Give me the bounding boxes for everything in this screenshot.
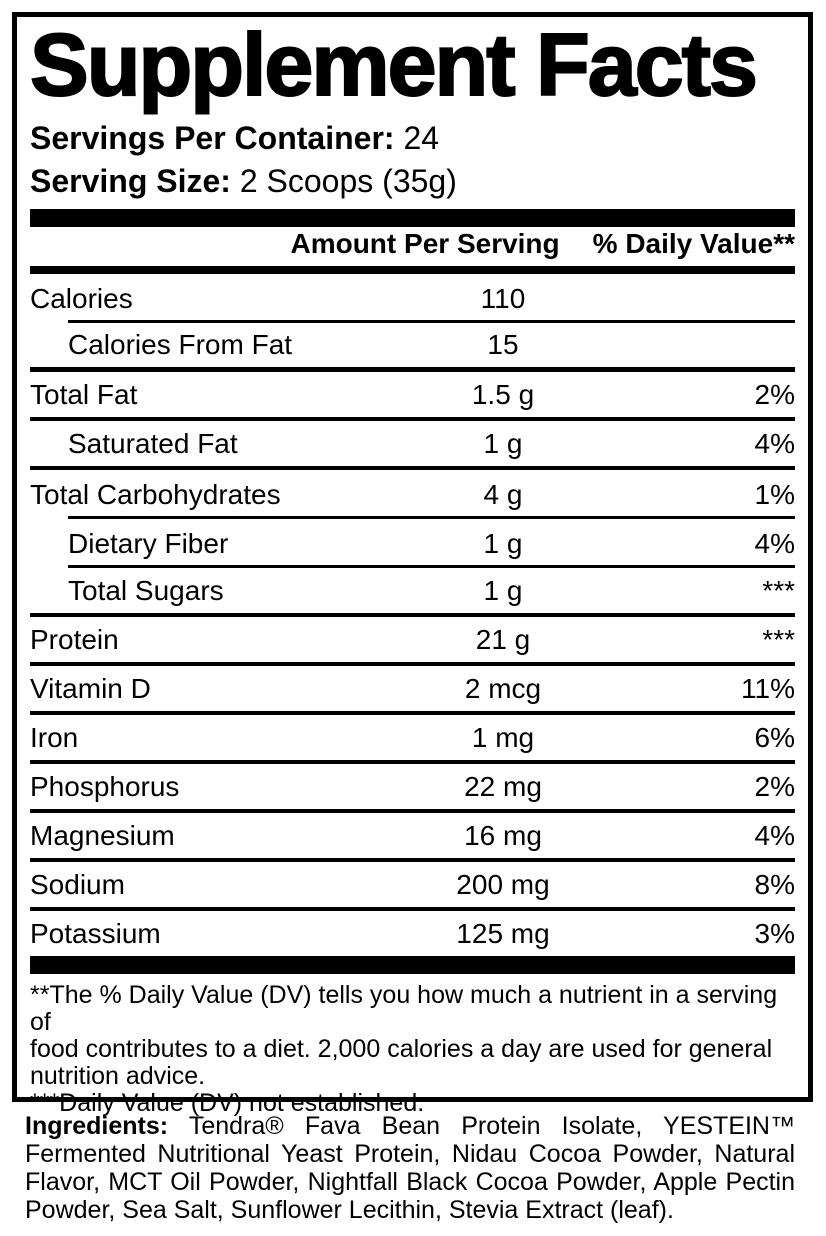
- nutrient-name: Total Sugars: [68, 574, 224, 606]
- nutrient-amount: 1 g: [483, 574, 523, 606]
- table-row-saturated-fat: Saturated Fat 1 g 4%: [30, 421, 795, 471]
- nutrient-dv: 11%: [741, 672, 795, 704]
- nutrient-dv: 4%: [754, 819, 795, 851]
- nutrient-amount: 21 g: [475, 623, 531, 655]
- nutrient-amount: 125 mg: [456, 917, 550, 949]
- nutrient-dv: ***: [762, 574, 795, 606]
- servings-per-container-label: Servings Per Container:: [30, 120, 395, 157]
- ingredients-label: Ingredients:: [25, 1112, 169, 1140]
- nutrient-amount: 1.5 g: [471, 378, 535, 410]
- serving-size-label: Serving Size:: [30, 163, 231, 200]
- servings-per-container: Servings Per Container: 24: [30, 117, 795, 160]
- nutrient-name: Total Carbohydrates: [30, 478, 281, 510]
- table-row-calories: Calories 110: [30, 274, 795, 324]
- nutrient-amount: 200 mg: [456, 868, 550, 900]
- nutrient-name: Calories: [30, 282, 133, 314]
- table-row-dietary-fiber: Dietary Fiber 1 g 4%: [30, 519, 795, 569]
- nutrient-dv: 3%: [754, 917, 795, 949]
- servings-per-container-value: 24: [394, 120, 440, 157]
- table-row-total-sugars: Total Sugars 1 g ***: [30, 568, 795, 618]
- nutrient-name: Vitamin D: [30, 672, 151, 704]
- supplement-facts-panel: Supplement Facts Servings Per Container:…: [12, 12, 813, 1117]
- table-row-iron: Iron 1 mg 6%: [30, 715, 795, 765]
- nutrient-dv: 8%: [754, 868, 795, 900]
- table-row-potassium: Potassium 125 mg 3%: [30, 911, 795, 956]
- nutrient-name: Total Fat: [30, 378, 138, 410]
- table-row-phosphorus: Phosphorus 22 mg 2%: [30, 764, 795, 814]
- nutrient-amount: 16 mg: [464, 819, 542, 851]
- ingredients-line: Flavor, MCT Oil Powder, Nightfall Black …: [25, 1168, 795, 1196]
- divider-bar-top: [30, 209, 795, 228]
- table-header-row: Amount Per Serving % Daily Value**: [30, 227, 795, 275]
- nutrient-dv: 2%: [754, 378, 795, 410]
- nutrient-dv: 2%: [754, 770, 795, 802]
- nutrient-name: Potassium: [30, 917, 161, 949]
- footnote-line: food contributes to a diet. 2,000 calori…: [30, 1035, 773, 1064]
- nutrient-dv: 4%: [754, 427, 795, 459]
- ingredients-line: Powder, Sea Salt, Sunflower Lecithin, St…: [25, 1196, 674, 1224]
- nutrient-amount: 1 g: [483, 427, 523, 459]
- daily-value-footnote: **The % Daily Value (DV) tells you how m…: [30, 982, 795, 1117]
- table-row-calories-from-fat: Calories From Fat 15: [30, 323, 795, 373]
- nutrient-dv: 6%: [754, 721, 795, 753]
- footnote-line: nutrition advice.: [30, 1062, 206, 1091]
- nutrient-dv: 1%: [754, 478, 795, 510]
- ingredients-line: Ingredients: Tendra® Fava Bean Protein I…: [25, 1112, 795, 1140]
- nutrient-name: Calories From Fat: [68, 329, 293, 361]
- ingredients-line: Fermented Nutritional Yeast Protein, Nid…: [25, 1140, 795, 1168]
- table-row-magnesium: Magnesium 16 mg 4%: [30, 813, 795, 863]
- table-row-total-fat: Total Fat 1.5 g 2%: [30, 372, 795, 422]
- nutrient-amount: 1 mg: [471, 721, 535, 753]
- nutrient-dv: ***: [762, 623, 795, 655]
- nutrient-dv: 4%: [754, 527, 795, 559]
- nutrient-amount: 110: [480, 282, 526, 314]
- serving-size-value: 2 Scoops (35g): [230, 163, 457, 200]
- nutrient-name: Dietary Fiber: [68, 527, 229, 559]
- nutrient-name: Iron: [30, 721, 79, 753]
- nutrient-name: Protein: [30, 623, 119, 655]
- nutrient-amount: 1 g: [483, 527, 523, 559]
- ingredients-text: Tendra® Fava Bean Protein Isolate, YESTE…: [168, 1112, 795, 1140]
- nutrient-name: Phosphorus: [30, 770, 180, 802]
- nutrient-amount: 22 mg: [464, 770, 542, 802]
- nutrient-name: Sodium: [30, 868, 125, 900]
- divider-bar-bottom: [30, 956, 795, 975]
- table-row-sodium: Sodium 200 mg 8%: [30, 862, 795, 912]
- nutrient-amount: 15: [487, 329, 519, 361]
- footnote-line: **The % Daily Value (DV) tells you how m…: [30, 981, 778, 1037]
- nutrient-name: Magnesium: [30, 819, 175, 851]
- nutrient-amount: 4 g: [483, 478, 523, 510]
- nutrient-amount: 2 mcg: [464, 672, 542, 704]
- amount-per-serving-header: Amount Per Serving: [290, 228, 560, 260]
- table-row-vitamin-d: Vitamin D 2 mcg 11%: [30, 666, 795, 716]
- table-row-total-carbohydrates: Total Carbohydrates 4 g 1%: [30, 470, 795, 520]
- nutrient-name: Saturated Fat: [68, 427, 238, 459]
- footnote-line: ***Daily Value (DV) not established.: [30, 1089, 425, 1118]
- panel-title: Supplement Facts: [29, 15, 759, 114]
- daily-value-header: % Daily Value**: [592, 228, 795, 260]
- ingredients-section: Ingredients: Tendra® Fava Bean Protein I…: [25, 1112, 795, 1224]
- serving-size: Serving Size: 2 Scoops (35g): [30, 160, 795, 203]
- serving-info: Servings Per Container: 24 Serving Size:…: [30, 117, 795, 203]
- table-row-protein: Protein 21 g ***: [30, 617, 795, 667]
